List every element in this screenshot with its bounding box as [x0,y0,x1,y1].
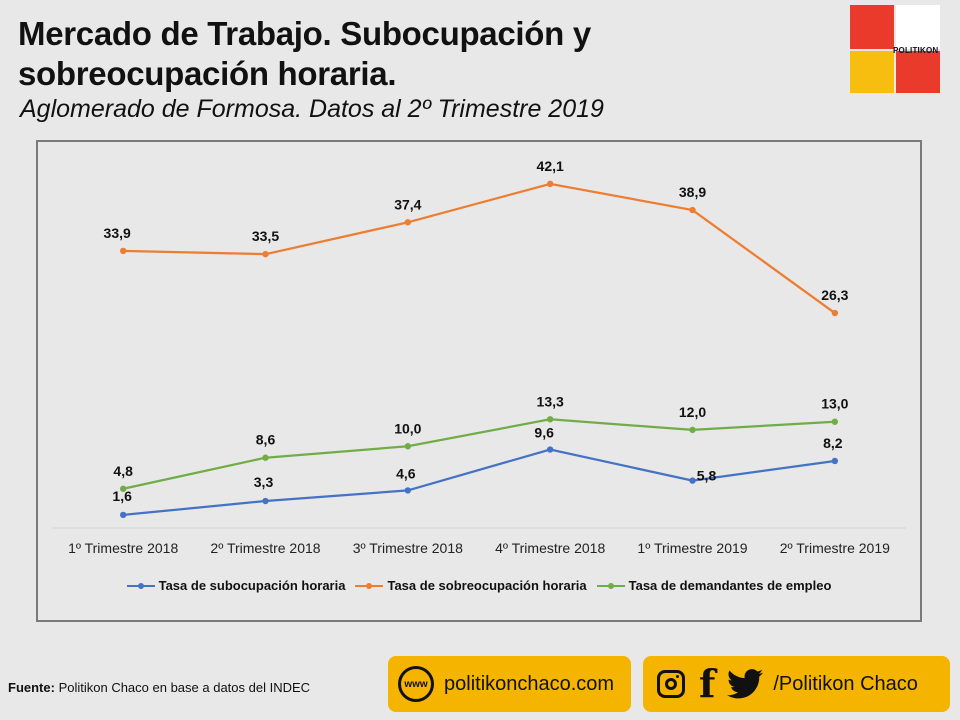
source-text: Politikon Chaco en base a datos del INDE… [54,680,311,695]
logo-square-red [850,5,894,49]
data-label: 10,0 [394,420,421,436]
legend-label: Tasa de subocupación horaria [158,578,346,593]
chart-area: 1º Trimestre 2018 2º Trimestre 2018 3º Tri… [36,140,922,622]
data-point [831,309,839,317]
legend-swatch [596,582,625,589]
legend-item: Tasa de sobreocupación horaria [355,578,587,593]
data-point [689,426,696,434]
data-label: 13,3 [537,393,564,409]
logo-text: POLITIKON [893,46,939,55]
data-label: 5,8 [697,468,717,484]
legend-swatch [355,582,384,589]
data-point [404,219,412,226]
twitter-icon[interactable] [727,669,764,699]
chart-legend: Tasa de subocupación horaria Tasa de sobr… [36,578,922,593]
legend-item: Tasa de subocupación horaria [126,578,346,593]
x-tick-label: 2º Trimestre 2019 [780,540,890,556]
series-line [123,182,836,314]
logo-square-white [896,5,940,49]
data-point [119,247,127,255]
data-point [689,206,696,214]
data-point [546,180,554,188]
source-label: Fuente: [8,680,55,695]
data-point [404,443,412,450]
x-tick-label: 4º Trimestre 2018 [495,540,605,556]
facebook-icon[interactable]: f [699,661,716,706]
data-point [404,487,412,494]
logo-square-red-2 [896,51,940,93]
data-point [689,477,696,484]
logo-square-yellow [850,51,894,93]
x-tick-label: 1º Trimestre 2019 [637,540,747,556]
data-label: 13,0 [821,396,848,412]
source-note: Fuente: Politikon Chaco en base a datos … [8,680,310,695]
data-point [119,485,127,492]
data-label: 33,9 [104,225,131,241]
data-point [831,457,839,465]
data-label: 12,0 [679,404,706,420]
data-point [546,446,554,453]
data-point [262,250,269,258]
website-badge[interactable]: www politikonchaco.com [388,656,631,712]
www-globe-icon: www [398,666,434,702]
data-label: 26,3 [821,287,848,303]
social-badge[interactable]: f /Politikon Chaco [643,656,950,712]
website-label[interactable]: politikonchaco.com [444,672,615,695]
data-label: 33,5 [252,228,279,244]
www-icon-text: www [404,678,428,690]
x-tick-label: 2º Trimestre 2018 [210,540,320,556]
data-label: 9,6 [534,425,554,441]
social-handle-label[interactable]: /Politikon Chaco [773,672,918,695]
line-chart: 1º Trimestre 2018 2º Trimestre 2018 3º Tri… [52,158,906,556]
data-label: 1,6 [112,488,132,504]
x-tick-label: 1º Trimestre 2018 [68,540,178,556]
data-point [262,454,269,461]
data-label: 4,8 [113,463,133,479]
politikon-logo: POLITIKON [850,5,940,93]
data-label: 38,9 [679,184,706,200]
data-point [831,418,839,425]
series-line [123,448,835,517]
x-tick-label: 3º Trimestre 2018 [353,540,463,556]
instagram-icon[interactable] [657,670,685,698]
series-line [122,418,835,490]
legend-label: Tasa de demandantes de empleo [628,578,832,593]
page-title: Mercado de Trabajo. Subocupación y sobre… [18,15,591,92]
data-point [119,511,127,519]
legend-item: Tasa de demandantes de empleo [596,578,832,593]
page-subtitle: Aglomerado de Formosa. Datos al 2º Trime… [20,95,604,123]
data-label: 8,2 [823,435,843,451]
data-label: 3,3 [254,474,274,490]
data-point [546,416,554,423]
data-label: 37,4 [394,196,421,212]
legend-swatch [126,582,155,589]
data-label: 42,1 [537,158,564,174]
data-label: 4,6 [396,465,416,481]
data-label: 8,6 [256,432,276,448]
data-point [262,497,269,505]
legend-label: Tasa de sobreocupación horaria [387,578,587,593]
